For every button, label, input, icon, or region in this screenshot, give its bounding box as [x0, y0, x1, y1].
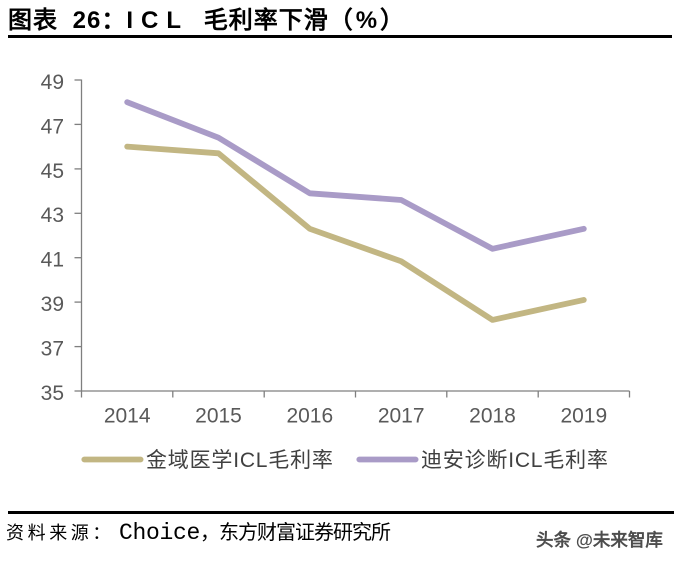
svg-text:2014: 2014 [104, 405, 151, 428]
svg-text:49: 49 [41, 71, 64, 94]
svg-text:2017: 2017 [378, 405, 425, 428]
svg-text:迪安诊断ICL毛利率: 迪安诊断ICL毛利率 [421, 449, 609, 472]
svg-text:35: 35 [41, 382, 64, 405]
svg-text:2016: 2016 [286, 405, 333, 428]
svg-text:43: 43 [41, 204, 64, 227]
svg-text:37: 37 [41, 338, 64, 361]
svg-text:2019: 2019 [560, 405, 607, 428]
svg-text:39: 39 [41, 293, 64, 316]
svg-text:2015: 2015 [195, 405, 242, 428]
svg-text:2018: 2018 [469, 405, 516, 428]
svg-text:41: 41 [41, 249, 64, 272]
svg-text:45: 45 [41, 160, 64, 183]
svg-text:47: 47 [41, 115, 64, 138]
svg-text:金域医学ICL毛利率: 金域医学ICL毛利率 [146, 449, 334, 472]
